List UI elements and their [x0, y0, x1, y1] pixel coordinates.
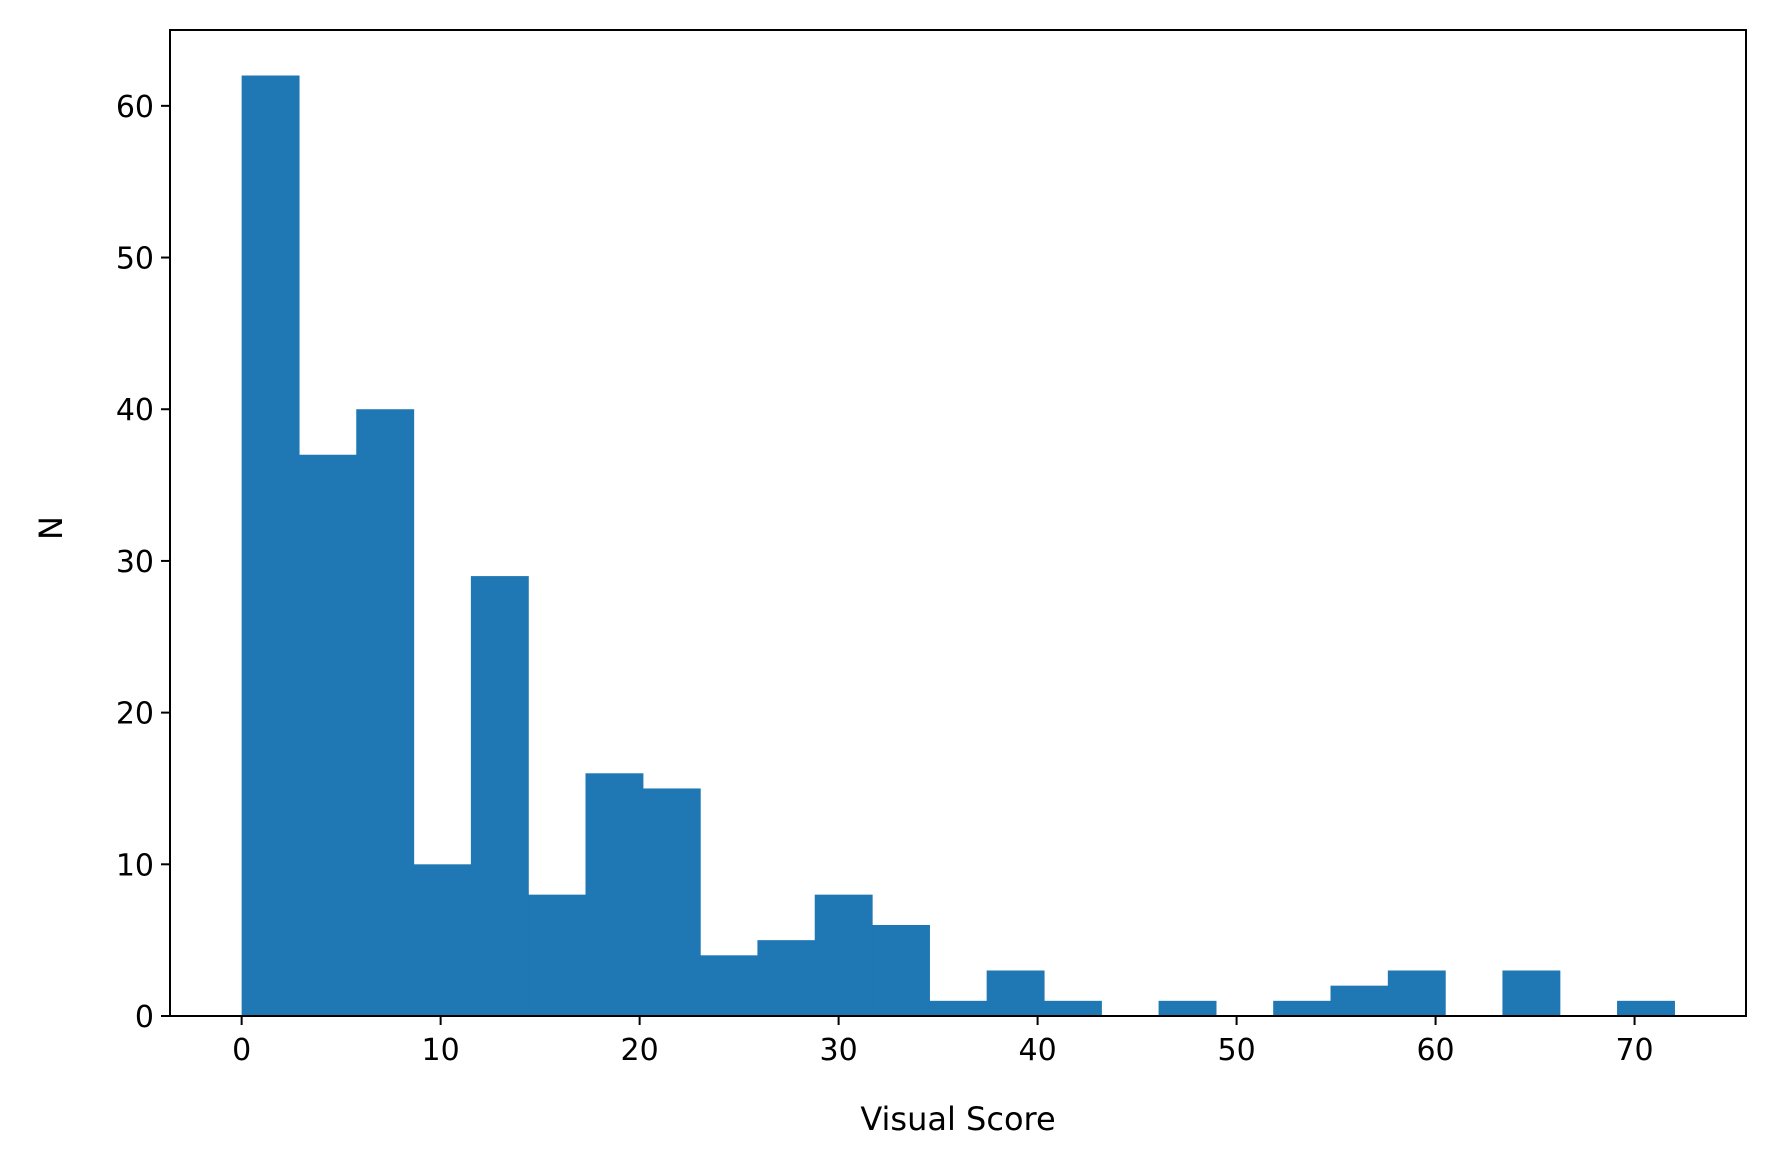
histogram-bar: [1617, 1000, 1675, 1016]
x-tick-label: 70: [1615, 1033, 1653, 1068]
x-tick-label: 20: [621, 1033, 659, 1068]
histogram-bar: [872, 924, 930, 1016]
histogram-bar: [1502, 970, 1561, 1016]
y-axis-ticks: 0 10 20 30 40 50 60: [116, 90, 170, 1035]
plot-frame: [169, 29, 1747, 1017]
histogram-bar: [298, 454, 357, 1016]
x-axis-label: Visual Score: [860, 1100, 1055, 1138]
bars-group: [241, 75, 1675, 1016]
y-tick-label: 0: [135, 1000, 154, 1035]
y-tick-label: 20: [116, 697, 154, 732]
x-tick-label: 0: [232, 1033, 251, 1068]
histogram-bar: [413, 864, 472, 1016]
histogram-bar: [356, 409, 415, 1016]
y-tick-label: 10: [116, 848, 154, 883]
histogram-bar: [470, 576, 529, 1016]
x-tick-label: 30: [820, 1033, 858, 1068]
histogram-bar: [585, 773, 644, 1016]
x-tick-label: 60: [1416, 1033, 1454, 1068]
histogram-bar: [814, 894, 873, 1016]
histogram-bar: [700, 955, 759, 1016]
histogram-bar: [1273, 1000, 1332, 1016]
x-tick-label: 50: [1217, 1033, 1255, 1068]
y-axis-label: N: [32, 516, 70, 540]
x-axis-ticks: 0 10 20 30 40 50 60 70: [232, 1016, 1654, 1068]
histogram-bar: [986, 970, 1045, 1016]
histogram-bar: [528, 894, 587, 1016]
histogram-bar: [1387, 970, 1446, 1016]
histogram-bar: [642, 788, 701, 1016]
y-tick-label: 30: [116, 545, 154, 580]
y-tick-label: 40: [116, 393, 154, 428]
x-tick-label: 40: [1019, 1033, 1057, 1068]
histogram-bar: [1330, 985, 1389, 1016]
histogram-bar: [757, 940, 816, 1016]
y-tick-label: 50: [116, 242, 154, 277]
histogram-bar: [241, 75, 300, 1016]
histogram-bar: [1043, 1000, 1102, 1016]
histogram-bar: [929, 1000, 988, 1016]
x-tick-label: 10: [422, 1033, 460, 1068]
histogram-bar: [1158, 1000, 1217, 1016]
y-tick-label: 60: [116, 90, 154, 125]
